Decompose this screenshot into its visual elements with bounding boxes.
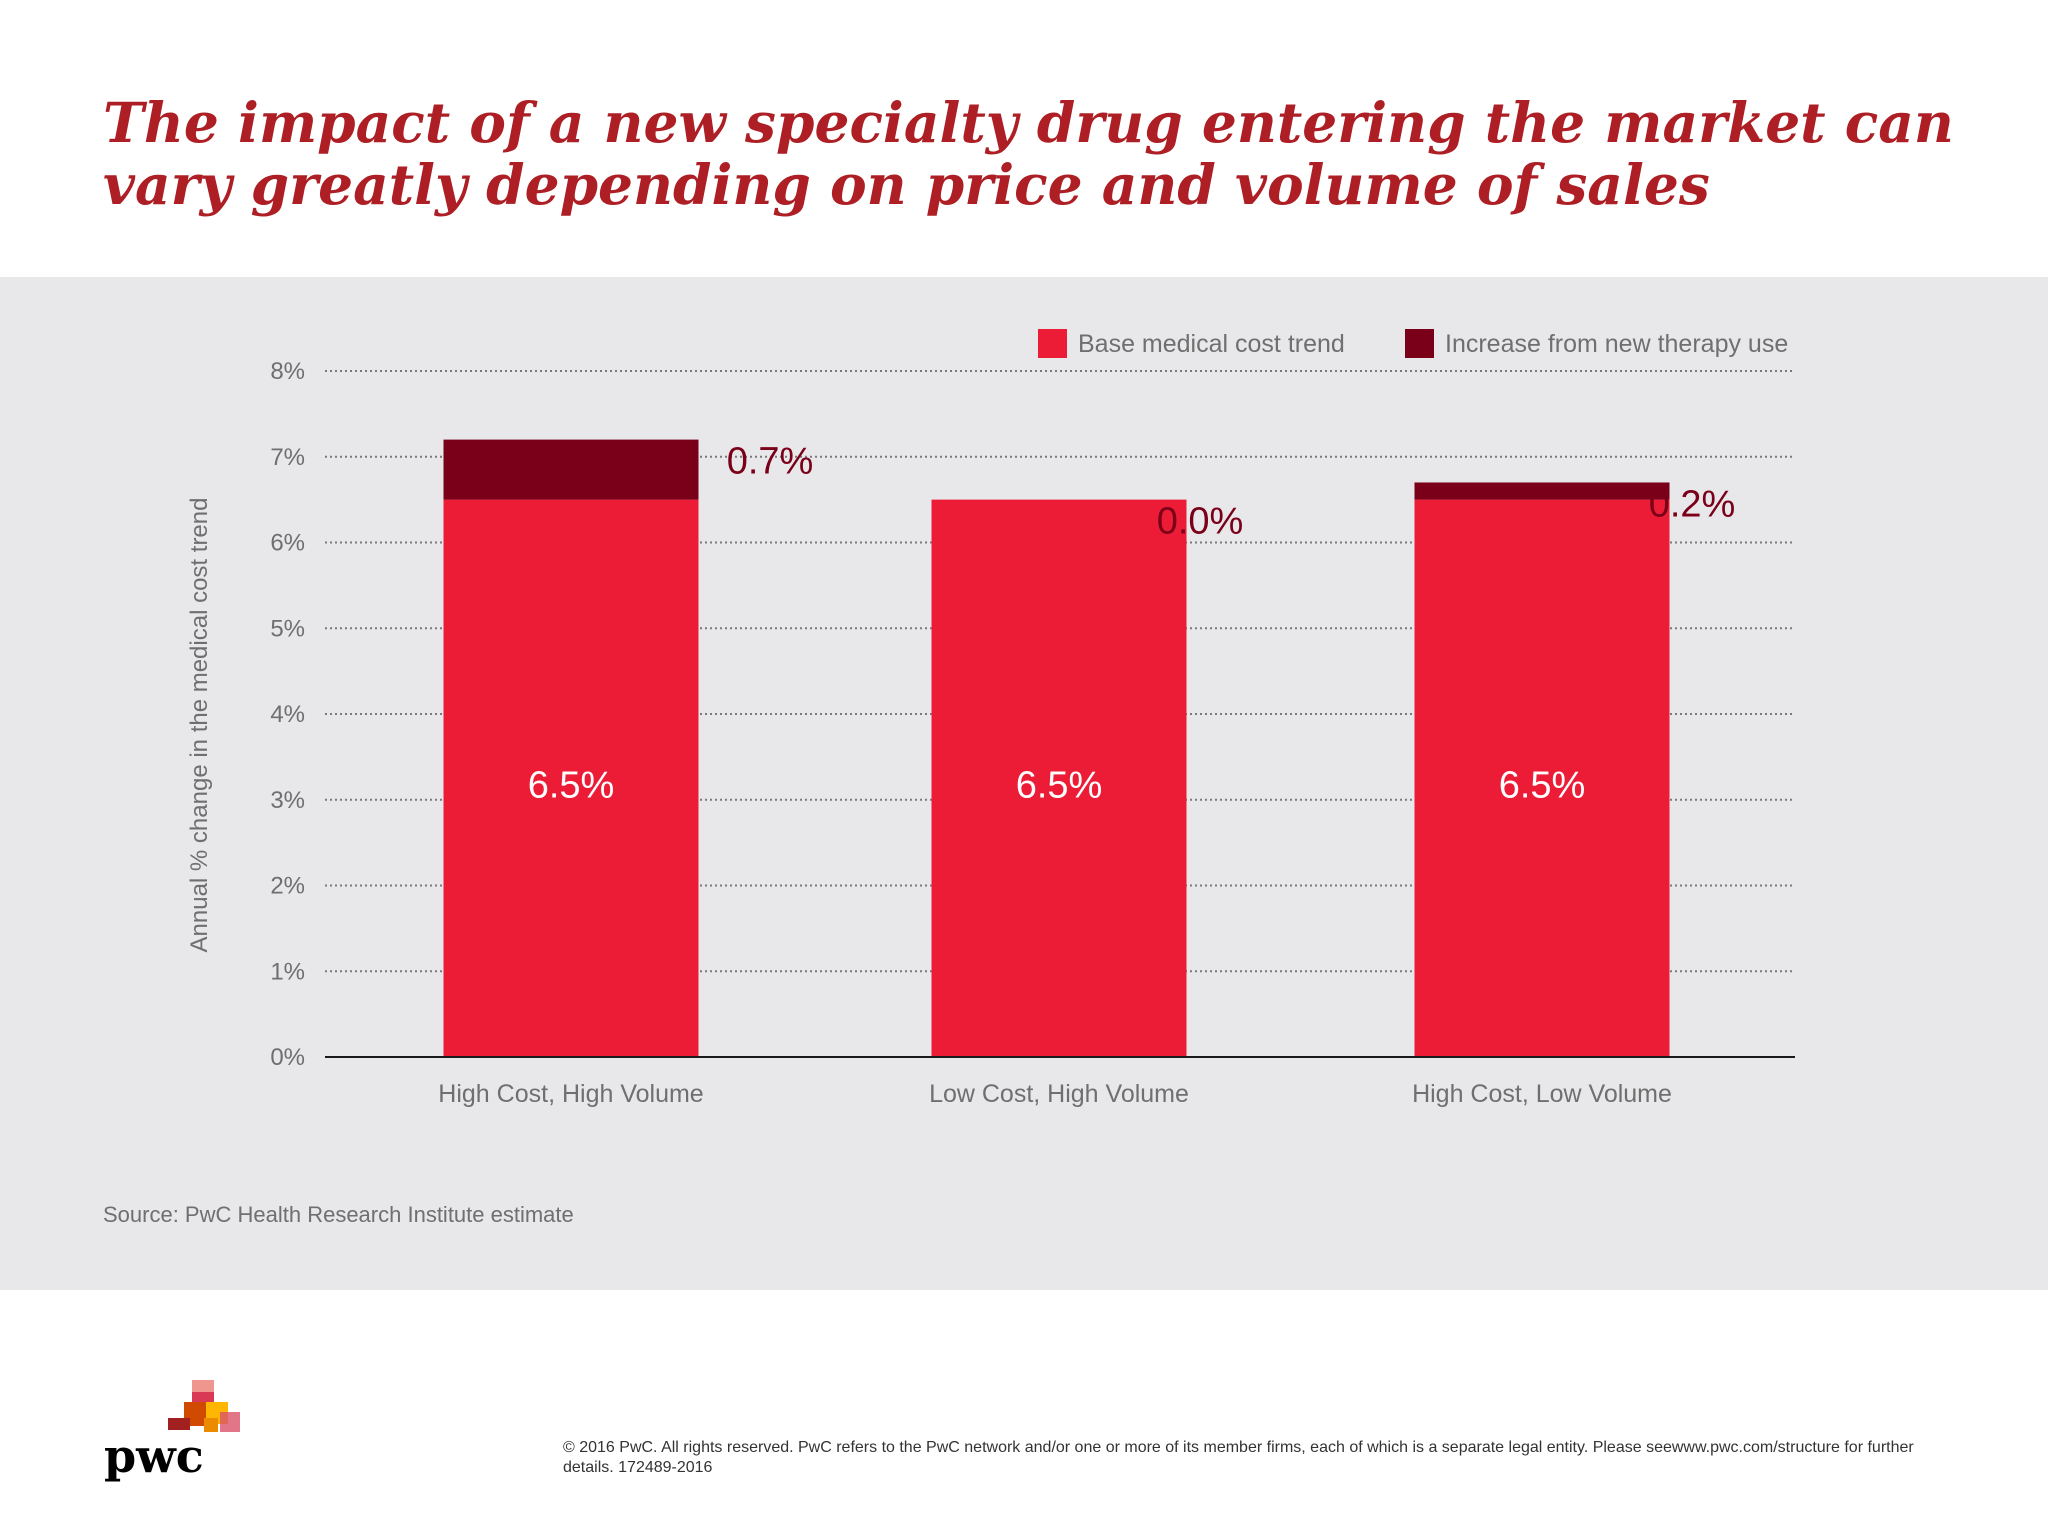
x-tick-label: High Cost, Low Volume [1412, 1080, 1672, 1108]
y-tick-label: 3% [270, 787, 305, 814]
pwc-logo-text: pwc [104, 1429, 204, 1483]
x-tick-label: Low Cost, High Volume [929, 1080, 1189, 1108]
bar-base-value-label: 6.5% [1016, 764, 1103, 806]
page-title: The impact of a new specialty drug enter… [103, 90, 1954, 217]
y-tick-label: 5% [270, 615, 305, 642]
y-tick-label: 0% [270, 1044, 305, 1071]
y-tick-label: 2% [270, 873, 305, 900]
bar-increase-value-label: 0.2% [1649, 483, 1736, 525]
legend-label: Increase from new therapy use [1445, 330, 1788, 358]
bar-increase [443, 439, 699, 500]
y-tick-label: 6% [270, 530, 305, 557]
legend-swatch [1405, 329, 1434, 358]
x-tick-label: High Cost, High Volume [438, 1080, 703, 1108]
legend-swatch [1038, 329, 1067, 358]
legend-label: Base medical cost trend [1078, 330, 1345, 358]
y-tick-label: 1% [270, 958, 305, 985]
y-tick-label: 7% [270, 444, 305, 471]
bar-base [443, 499, 699, 1057]
y-tick-label: 8% [270, 358, 305, 385]
y-tick-label: 4% [270, 701, 305, 728]
source-note: Source: PwC Health Research Institute es… [103, 1202, 574, 1227]
y-axis-label: Annual % change in the medical cost tren… [186, 498, 213, 953]
bar-base-value-label: 6.5% [528, 764, 615, 806]
bar-increase-value-label: 0.0% [1157, 501, 1244, 543]
bar-base [1414, 499, 1670, 1057]
bar-base-value-label: 6.5% [1499, 764, 1586, 806]
pwc-logo: pwc [104, 1380, 240, 1483]
bar-increase-value-label: 0.7% [727, 441, 814, 483]
bar-base [931, 499, 1187, 1057]
copyright-notice: © 2016 PwC. All rights reserved. PwC ref… [563, 1439, 1914, 1476]
bar-increase [1414, 482, 1670, 500]
